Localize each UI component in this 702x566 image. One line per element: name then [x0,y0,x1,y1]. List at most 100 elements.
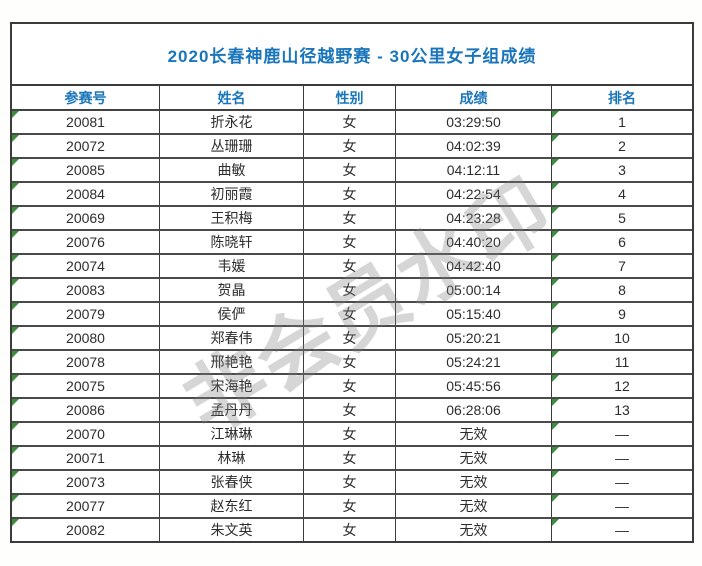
cell-gender: 女 [304,375,396,397]
error-flag-triangle-icon [552,231,559,238]
column-header-result: 成绩 [396,86,552,109]
cell-result: 06:28:06 [396,399,552,421]
table-header-row: 参赛号 姓名 性别 成绩 排名 [12,86,692,111]
cell-result: 05:00:14 [396,279,552,301]
cell-bib: 20077 [12,495,160,517]
cell-name: 丛珊珊 [160,135,304,157]
cell-bib: 20080 [12,327,160,349]
cell-bib: 20081 [12,111,160,133]
cell-result: 04:22:54 [396,183,552,205]
error-flag-triangle-icon [12,327,19,334]
cell-result: 05:24:21 [396,351,552,373]
cell-name: 折永花 [160,111,304,133]
cell-bib: 20074 [12,255,160,277]
table-row: 20083 贺晶女 05:00:14 8 [12,279,692,303]
cell-rank: — [552,471,692,493]
cell-gender: 女 [304,423,396,445]
table-row: 20079 侯俨女 05:15:40 9 [12,303,692,327]
cell-result: 04:02:39 [396,135,552,157]
cell-rank: 1 [552,111,692,133]
cell-name: 赵东红 [160,495,304,517]
error-flag-triangle-icon [12,279,19,286]
cell-result: 无效 [396,447,552,469]
cell-gender: 女 [304,519,396,541]
error-flag-triangle-icon [12,111,19,118]
cell-result: 03:29:50 [396,111,552,133]
column-header-rank: 排名 [608,89,636,106]
cell-rank: 4 [552,183,692,205]
table-row: 20078 邢艳艳女 05:24:21 11 [12,351,692,375]
cell-bib: 20070 [12,423,160,445]
error-flag-triangle-icon [12,375,19,382]
cell-rank: — [552,423,692,445]
cell-result: 05:15:40 [396,303,552,325]
cell-name: 王积梅 [160,207,304,229]
error-flag-triangle-icon [12,423,19,430]
cell-bib: 20086 [12,399,160,421]
cell-gender: 女 [304,111,396,133]
cell-rank: 7 [552,255,692,277]
table-row: 20080 郑春伟女 05:20:21 10 [12,327,692,351]
table-row: 20069 王积梅女 04:23:28 5 [12,207,692,231]
cell-name: 林琳 [160,447,304,469]
error-flag-triangle-icon [552,279,559,286]
error-flag-triangle-icon [12,495,19,502]
table-row: 20086 孟丹丹女 06:28:06 13 [12,399,692,423]
results-body: 20081 折永花女 03:29:50 1 20072 丛珊珊女 04:02:39 2 2008… [12,111,692,541]
table-row: 20072 丛珊珊女 04:02:39 2 [12,135,692,159]
cell-gender: 女 [304,279,396,301]
cell-gender: 女 [304,135,396,157]
cell-bib: 20083 [12,279,160,301]
error-flag-triangle-icon [12,447,19,454]
cell-rank: 13 [552,399,692,421]
table-row: 20074 韦媛女 04:42:40 7 [12,255,692,279]
cell-result: 04:12:11 [396,159,552,181]
error-flag-triangle-icon [552,351,559,358]
cell-result: 04:23:28 [396,207,552,229]
error-flag-triangle-icon [552,207,559,214]
error-flag-triangle-icon [552,159,559,166]
cell-result: 04:42:40 [396,255,552,277]
error-flag-triangle-icon [552,255,559,262]
table-row: 20082 朱文英女无效 — [12,519,692,541]
cell-result: 无效 [396,495,552,517]
cell-bib: 20085 [12,159,160,181]
cell-name: 陈晓轩 [160,231,304,253]
error-flag-triangle-icon [552,447,559,454]
column-header-gender: 性别 [304,86,396,109]
cell-result: 04:40:20 [396,231,552,253]
cell-bib: 20079 [12,303,160,325]
cell-name: 邢艳艳 [160,351,304,373]
error-flag-triangle-icon [12,399,19,406]
cell-gender: 女 [304,231,396,253]
cell-gender: 女 [304,303,396,325]
error-flag-triangle-icon [12,351,19,358]
cell-rank: — [552,519,692,541]
cell-rank: 8 [552,279,692,301]
error-flag-triangle-icon [12,231,19,238]
cell-name: 张春侠 [160,471,304,493]
cell-result: 05:45:56 [396,375,552,397]
cell-name: 侯俨 [160,303,304,325]
cell-gender: 女 [304,399,396,421]
table-row: 20073 张春侠女无效 — [12,471,692,495]
cell-rank: 12 [552,375,692,397]
column-header-bib: 参赛号 [12,86,160,109]
cell-gender: 女 [304,159,396,181]
cell-result: 05:20:21 [396,327,552,349]
error-flag-triangle-icon [12,183,19,190]
cell-bib: 20075 [12,375,160,397]
table-row: 20070 江琳琳女无效 — [12,423,692,447]
cell-name: 曲敏 [160,159,304,181]
cell-rank: 6 [552,231,692,253]
cell-name: 江琳琳 [160,423,304,445]
cell-name: 韦媛 [160,255,304,277]
table-row: 20085 曲敏女 04:12:11 3 [12,159,692,183]
cell-bib: 20082 [12,519,160,541]
cell-bib: 20073 [12,471,160,493]
cell-name: 初丽霞 [160,183,304,205]
error-flag-triangle-icon [552,303,559,310]
error-flag-triangle-icon [12,207,19,214]
cell-bib: 20076 [12,231,160,253]
